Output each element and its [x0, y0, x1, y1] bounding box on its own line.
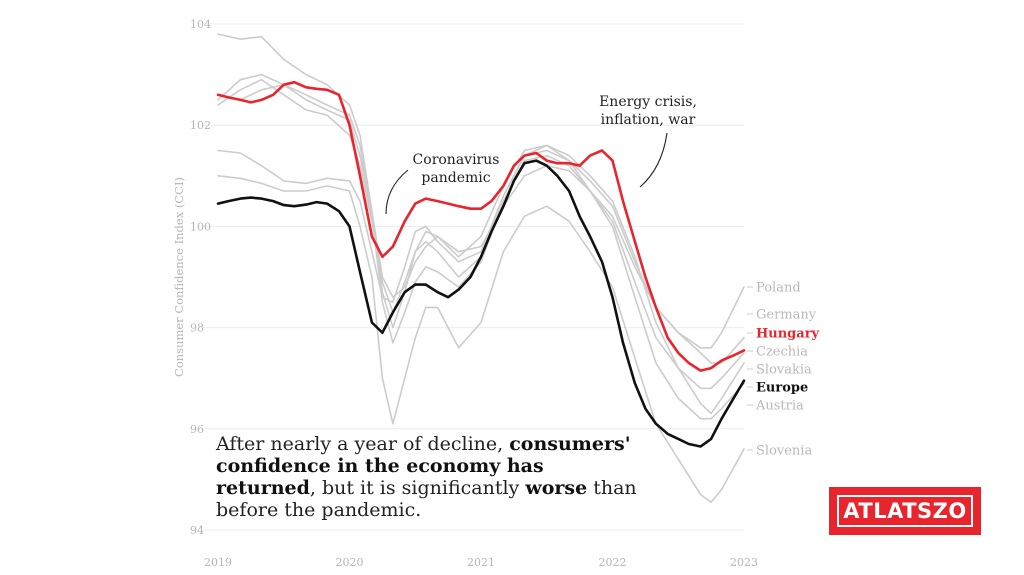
series-label-europe: Europe [756, 381, 808, 396]
series-labels: Poland Germany Czechia Slovakia Austria Slove… [747, 281, 820, 459]
series-label-austria: Austria [755, 399, 804, 414]
x-tick-label: 2021 [467, 556, 495, 569]
y-tick-label: 104 [190, 18, 211, 31]
y-tick-label: 98 [190, 322, 204, 335]
y-axis-title: Consumer Confidence Index (CCI) [172, 177, 186, 377]
axes: 104 102 100 98 96 94 2019 2020 2021 2022 2023 Consu… [172, 18, 758, 569]
caption-part-1: After nearly a year of decline, [216, 433, 510, 455]
grid [202, 23, 744, 531]
annotations: Coronavirus pandemic Energy crisis, inflati… [385, 94, 697, 215]
x-tick-label: 2020 [336, 556, 364, 569]
series-label-germany: Germany [756, 308, 817, 323]
caption-part-3: than before the pandemic. [216, 477, 637, 521]
x-tick-label: 2022 [599, 556, 627, 569]
series-line-europe [216, 159, 746, 448]
series-label-poland: Poland [756, 281, 801, 296]
annotation-coronavirus-leader [385, 169, 409, 215]
series-lines [216, 33, 746, 503]
logo-frame: ATLATSZO [837, 495, 973, 527]
series-line-hungary [216, 80, 746, 372]
atlatszo-logo: ATLATSZO [829, 487, 981, 535]
series-label-slovakia: Slovakia [756, 363, 812, 378]
y-tick-label: 102 [190, 119, 211, 132]
series-line-germany [217, 149, 745, 364]
caption-bold-1: consumers' confidence in the economy has… [216, 433, 631, 499]
x-tick-label: 2019 [204, 556, 232, 569]
x-tick-label: 2023 [730, 556, 758, 569]
series-line-czechia [217, 78, 745, 390]
series-label-hungary: Hungary [756, 327, 820, 342]
series-label-czechia: Czechia [756, 345, 808, 360]
series-line-austria [217, 73, 745, 420]
series-line-slovakia [217, 83, 745, 415]
y-tick-label: 100 [190, 220, 211, 233]
caption: After nearly a year of decline, consumer… [216, 433, 646, 521]
series-label-slovenia: Slovenia [756, 444, 812, 459]
annotation-energy-crisis: Energy crisis, inflation, war [599, 94, 697, 128]
annotation-coronavirus: Coronavirus pandemic [413, 152, 500, 186]
y-tick-label: 94 [190, 524, 204, 537]
y-tick-label: 96 [190, 423, 204, 436]
logo-text: ATLATSZO [843, 499, 967, 523]
caption-bold-2: worse [525, 477, 588, 499]
series-line-slovenia [217, 175, 745, 503]
annotation-energy-crisis-leader [639, 132, 668, 188]
caption-part-2: , but it is significantly [309, 477, 526, 499]
